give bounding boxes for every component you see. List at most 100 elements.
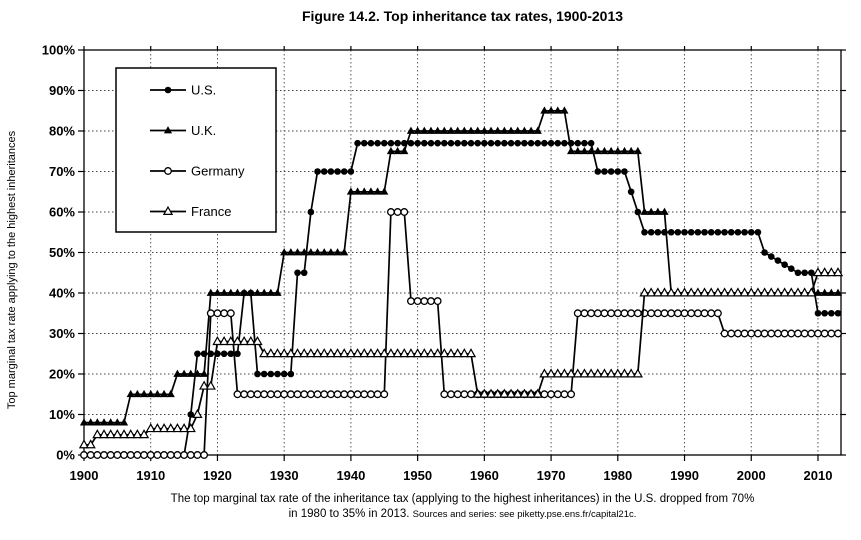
y-tick-label: 90% [49,83,75,98]
open-circle-marker [240,390,249,399]
filled-circle-marker [307,208,315,216]
open-triangle-marker [572,368,583,378]
open-circle-marker [360,390,369,399]
caption-line-2-main: in 1980 to 35% in 2013. [288,508,410,520]
open-circle-marker [433,297,442,306]
filled-circle-marker [808,269,815,277]
filled-triangle-marker [226,288,235,296]
filled-triangle-marker [573,146,582,155]
open-triangle-marker [245,335,256,346]
open-triangle-marker [739,287,750,297]
open-triangle-marker [265,348,276,358]
legend-label: U.K. [191,123,216,138]
open-circle-marker [680,309,689,318]
filled-triangle-marker [633,146,642,155]
open-circle-marker [727,329,736,338]
filled-triangle-marker [119,418,129,426]
open-circle-marker [647,309,656,318]
open-circle-marker [273,390,282,399]
open-circle-marker [106,451,115,459]
open-circle-marker [787,329,796,338]
filled-circle-marker [334,168,341,175]
filled-circle-marker [414,139,421,147]
filled-circle-marker [164,86,172,94]
open-circle-marker [113,451,122,459]
open-triangle-marker [218,335,230,346]
filled-triangle-marker [186,369,195,377]
open-triangle-marker [826,267,837,277]
y-axis-title: Top marginal tax rate applying to the hi… [6,130,18,409]
filled-triangle-marker [93,418,102,426]
filled-triangle-marker [366,187,376,195]
open-triangle-marker [319,348,330,358]
filled-circle-marker [254,370,261,378]
filled-triangle-marker [500,126,509,134]
filled-circle-marker [767,253,775,260]
open-triangle-marker [158,423,170,433]
legend-label: Germany [191,164,245,179]
filled-circle-marker [607,168,615,175]
filled-triangle-marker [146,389,155,398]
open-circle-marker [573,309,582,318]
filled-triangle-marker [113,418,122,426]
x-tick-label: 2000 [737,468,766,483]
filled-circle-marker [294,269,301,277]
filled-triangle-marker [340,248,349,256]
filled-circle-marker [727,228,735,236]
filled-circle-marker [187,411,195,418]
open-triangle-marker [639,287,650,297]
filled-circle-marker [641,228,648,236]
open-triangle-marker [559,368,570,378]
filled-triangle-marker [653,207,662,215]
filled-triangle-marker [413,126,422,134]
filled-triangle-marker [153,389,162,398]
filled-circle-marker [828,309,835,317]
open-circle-marker [620,309,629,318]
open-triangle-marker [419,348,430,358]
open-triangle-marker [479,388,490,398]
open-circle-marker [366,390,375,399]
open-circle-marker [460,390,469,399]
open-triangle-marker [185,423,196,433]
filled-circle-marker [801,269,808,277]
filled-circle-marker [320,168,328,175]
open-triangle-marker [719,287,730,297]
filled-triangle-marker [833,288,843,296]
y-tick-label: 30% [49,326,75,341]
open-triangle-marker [492,388,503,398]
filled-triangle-marker [360,187,369,195]
filled-circle-marker [587,139,595,147]
filled-circle-marker [447,139,455,147]
x-tick-label: 1920 [203,468,232,483]
filled-circle-marker [674,228,682,236]
open-triangle-marker [212,335,223,346]
filled-circle-marker [821,309,828,317]
open-triangle-marker [612,368,623,378]
filled-triangle-marker [159,389,169,398]
open-triangle-marker [385,348,397,358]
open-circle-marker [326,390,335,399]
open-triangle-marker [272,348,283,358]
open-triangle-marker [92,429,103,439]
open-triangle-marker [659,287,670,297]
filled-triangle-marker [280,248,289,256]
filled-circle-marker [300,269,308,277]
open-triangle-marker [172,423,183,433]
open-triangle-marker [499,388,510,398]
y-tick-label: 70% [49,164,75,179]
open-circle-marker [293,390,302,399]
open-circle-marker [667,309,676,318]
filled-triangle-marker [260,288,269,296]
open-triangle-marker [365,348,377,358]
open-circle-marker [407,297,415,306]
open-circle-marker [206,309,215,318]
open-circle-marker [160,451,169,459]
open-circle-marker [653,309,662,318]
filled-triangle-marker [99,418,109,426]
open-circle-marker [340,390,349,399]
filled-circle-marker [747,228,755,236]
filled-triangle-marker [520,126,529,134]
filled-circle-marker [260,370,268,378]
open-circle-marker [220,309,229,318]
open-circle-marker [740,329,749,338]
